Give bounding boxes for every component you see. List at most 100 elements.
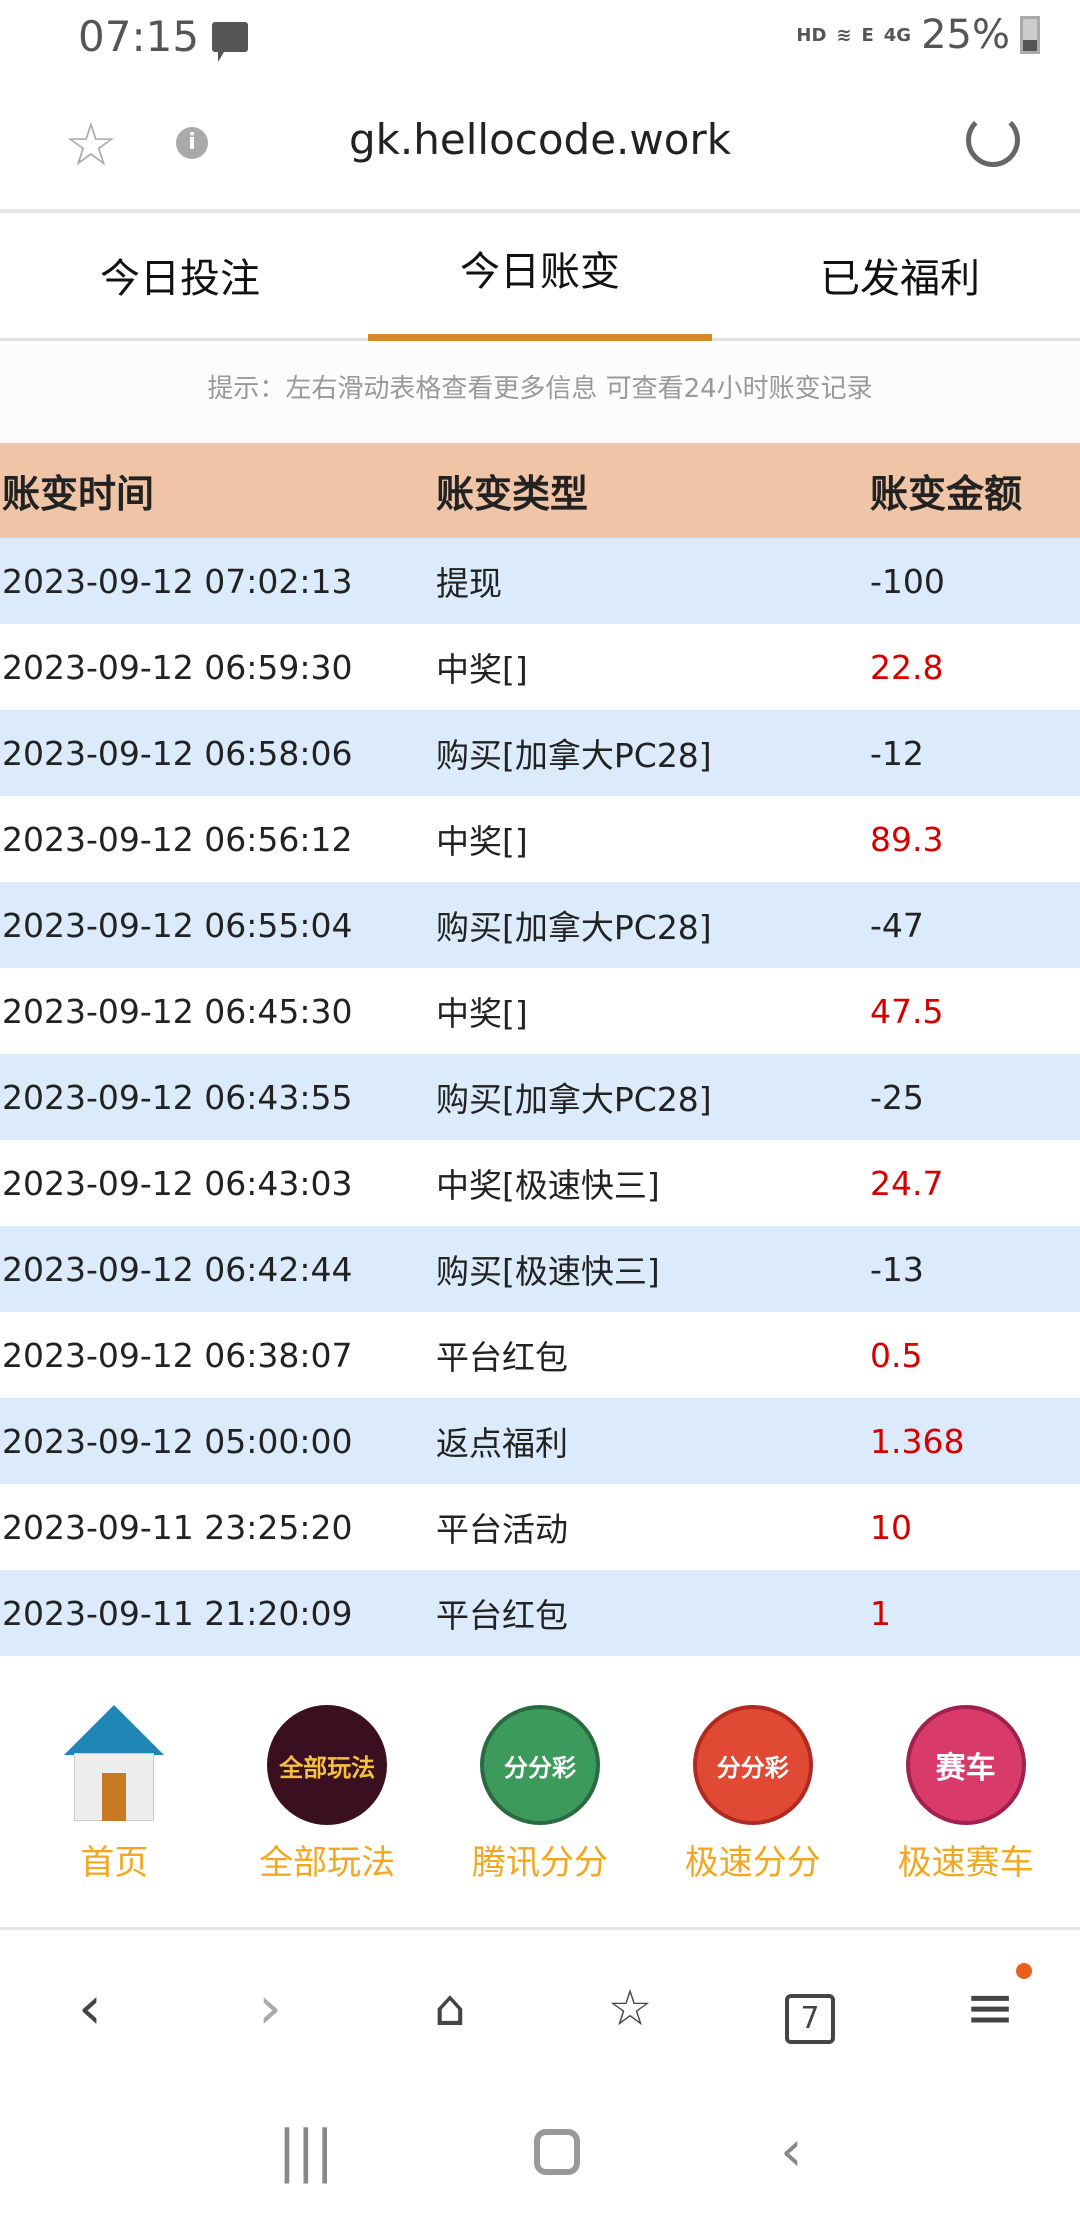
forward-icon[interactable]: › <box>258 1973 282 2043</box>
wifi-icon: ≋ <box>836 24 852 46</box>
battery-percent: 25% <box>921 12 1010 58</box>
row-type: 中奖[] <box>436 650 528 689</box>
tab-today-bets[interactable]: 今日投注 <box>100 256 260 302</box>
row-amount: 10 <box>870 1507 912 1547</box>
row-time: 2023-09-12 05:00:00 <box>2 1421 353 1461</box>
row-type: 购买[加拿大PC28] <box>436 908 712 947</box>
row-amount: 0.5 <box>870 1335 923 1375</box>
table-row: 2023-09-11 21:20:09 平台红包 1 <box>0 1570 1080 1656</box>
back-icon[interactable]: ‹ <box>78 1973 102 2043</box>
row-type: 平台红包 <box>436 1596 568 1635</box>
row-time: 2023-09-12 06:59:30 <box>2 647 353 687</box>
row-type: 中奖[] <box>436 822 528 861</box>
system-indicators: HD ≋ E 4G 25% <box>796 12 1040 58</box>
home-icon <box>54 1705 174 1825</box>
url-bar: ☆ i gk.hellocode.work <box>0 75 1080 213</box>
quick-nav: 首页 全部玩法 全部玩法 分分彩 腾讯分分 分分彩 极速分分 赛车 极速赛车 <box>0 1680 1080 1930</box>
row-amount: -12 <box>870 733 924 773</box>
row-time: 2023-09-11 21:20:09 <box>2 1593 353 1633</box>
table-row: 2023-09-12 05:00:00 返点福利 1.368 <box>0 1398 1080 1484</box>
tab-bar: 今日投注 今日账变 已发福利 <box>0 217 1080 341</box>
table-row: 2023-09-12 06:45:30 中奖[] 47.5 <box>0 968 1080 1054</box>
row-amount: 22.8 <box>870 647 944 687</box>
row-time: 2023-09-12 06:55:04 <box>2 905 353 945</box>
tab-today-transactions[interactable]: 今日账变 <box>360 217 720 341</box>
reload-icon[interactable] <box>966 113 1020 167</box>
quick-nav-tencent[interactable]: 分分彩 腾讯分分 <box>435 1680 645 1927</box>
bookmarks-icon[interactable]: ☆ <box>607 1979 653 2037</box>
tencent-lottery-icon: 分分彩 <box>479 1705 600 1825</box>
message-icon <box>212 22 248 62</box>
hd-indicator: HD <box>796 24 827 46</box>
site-info-icon[interactable]: i <box>176 127 208 159</box>
row-amount: 24.7 <box>870 1163 944 1203</box>
row-type: 中奖[极速快三] <box>436 1166 660 1205</box>
row-type: 平台红包 <box>436 1338 568 1377</box>
tab-issued-benefits[interactable]: 已发福利 <box>820 256 980 302</box>
row-time: 2023-09-12 06:38:07 <box>2 1335 353 1375</box>
table-row: 2023-09-12 06:56:12 中奖[] 89.3 <box>0 796 1080 882</box>
tabs-icon[interactable]: 7 <box>750 1973 870 2044</box>
row-amount: 1 <box>870 1593 891 1633</box>
bookmark-star-icon[interactable]: ☆ <box>64 110 118 180</box>
table-header: 账变时间 账变类型 账变金额 <box>0 443 1080 538</box>
row-amount: -25 <box>870 1077 924 1117</box>
row-amount: 1.368 <box>870 1421 965 1461</box>
table-row: 2023-09-12 07:02:13 提现 -100 <box>0 538 1080 624</box>
quick-nav-speed-racing[interactable]: 赛车 极速赛车 <box>861 1680 1071 1927</box>
row-time: 2023-09-12 06:45:30 <box>2 991 353 1031</box>
row-amount: -100 <box>870 561 945 601</box>
row-time: 2023-09-12 06:56:12 <box>2 819 353 859</box>
tab-count: 7 <box>785 1993 835 2044</box>
hint-text: 提示：左右滑动表格查看更多信息 可查看24小时账变记录 <box>0 344 1080 443</box>
speed-lottery-icon: 分分彩 <box>692 1705 813 1825</box>
status-bar: 07:15 HD ≋ E 4G 25% <box>0 0 1080 75</box>
header-amount: 账变金额 <box>870 472 1023 516</box>
recent-apps-icon[interactable]: ||| <box>277 2119 335 2184</box>
quick-nav-label: 极速分分 <box>684 1843 821 1883</box>
row-type: 提现 <box>436 564 502 603</box>
home-button-icon[interactable] <box>534 2128 581 2175</box>
quick-nav-all-games[interactable]: 全部玩法 全部玩法 <box>222 1680 432 1927</box>
header-type: 账变类型 <box>436 472 589 516</box>
quick-nav-label: 极速赛车 <box>897 1843 1034 1883</box>
header-time: 账变时间 <box>2 472 155 516</box>
battery-icon <box>1020 16 1040 54</box>
row-type: 购买[极速快三] <box>436 1252 660 1291</box>
system-back-icon[interactable]: ‹ <box>780 2119 803 2184</box>
quick-nav-label: 腾讯分分 <box>471 1843 608 1883</box>
table-row: 2023-09-12 06:43:03 中奖[极速快三] 24.7 <box>0 1140 1080 1226</box>
system-nav: ||| ‹ <box>0 2083 1080 2220</box>
row-time: 2023-09-12 06:58:06 <box>2 733 353 773</box>
menu-icon[interactable]: ≡ <box>930 1963 1050 2043</box>
notification-dot <box>1016 1963 1032 1979</box>
transactions-table[interactable]: 账变时间 账变类型 账变金额 2023-09-12 07:02:13 提现 -100… <box>0 443 1080 1656</box>
row-type: 购买[加拿大PC28] <box>436 1080 712 1119</box>
row-amount: 89.3 <box>870 819 944 859</box>
row-time: 2023-09-12 06:42:44 <box>2 1249 353 1289</box>
row-time: 2023-09-11 23:25:20 <box>2 1507 353 1547</box>
table-row: 2023-09-11 23:25:20 平台活动 10 <box>0 1484 1080 1570</box>
url-text[interactable]: gk.hellocode.work <box>348 115 732 164</box>
quick-nav-speed-lottery[interactable]: 分分彩 极速分分 <box>648 1680 858 1927</box>
row-amount: 47.5 <box>870 991 944 1031</box>
row-time: 2023-09-12 06:43:55 <box>2 1077 353 1117</box>
signal-4g-icon: 4G <box>883 24 912 46</box>
home-icon[interactable]: ⌂ <box>434 1979 466 2037</box>
signal-e-icon: E <box>861 24 874 46</box>
row-time: 2023-09-12 06:43:03 <box>2 1163 353 1203</box>
quick-nav-label: 全部玩法 <box>259 1843 396 1883</box>
table-row: 2023-09-12 06:38:07 平台红包 0.5 <box>0 1312 1080 1398</box>
quick-nav-home[interactable]: 首页 <box>9 1680 219 1927</box>
racing-flag-icon: 赛车 <box>905 1705 1026 1825</box>
row-type: 返点福利 <box>436 1424 568 1463</box>
row-amount: -47 <box>870 905 924 945</box>
row-time: 2023-09-12 07:02:13 <box>2 561 353 601</box>
row-amount: -13 <box>870 1249 924 1289</box>
clock: 07:15 <box>78 12 200 61</box>
browser-toolbar: ‹ › ⌂ ☆ 7 ≡ <box>0 1933 1080 2083</box>
row-type: 中奖[] <box>436 994 528 1033</box>
table-row: 2023-09-12 06:42:44 购买[极速快三] -13 <box>0 1226 1080 1312</box>
all-games-icon: 全部玩法 <box>267 1705 388 1825</box>
row-type: 购买[加拿大PC28] <box>436 736 712 775</box>
